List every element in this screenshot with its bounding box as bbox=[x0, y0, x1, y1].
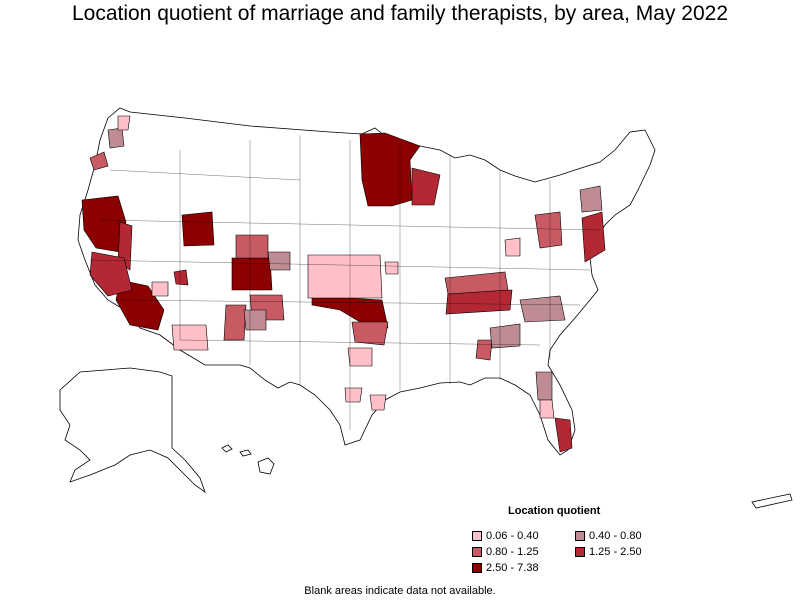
legend-title: Location quotient bbox=[508, 505, 601, 517]
region-georgia-central bbox=[475, 339, 493, 361]
region-pennsylvania-east bbox=[534, 211, 563, 249]
region-ohio bbox=[504, 237, 521, 257]
region-new-mexico-mid bbox=[243, 309, 267, 331]
footnote: Blank areas indicate data not available. bbox=[304, 585, 496, 597]
region-wisconsin bbox=[411, 167, 441, 206]
region-texas-east bbox=[347, 347, 373, 367]
legend-label-3: 0.80 - 1.25 bbox=[486, 546, 539, 558]
region-texas-central bbox=[344, 387, 363, 403]
region-kentucky bbox=[444, 271, 509, 295]
hawaii-island-2 bbox=[239, 449, 252, 457]
legend-swatch-2 bbox=[575, 531, 585, 541]
region-florida-north bbox=[535, 371, 553, 401]
legend-label-5: 2.50 - 7.38 bbox=[486, 562, 539, 574]
region-texas-coast bbox=[369, 394, 387, 411]
region-new-mexico-west bbox=[223, 304, 247, 341]
legend-swatch-1 bbox=[472, 531, 482, 541]
region-arizona-south bbox=[173, 269, 189, 286]
map-title: Location quotient of marriage and family… bbox=[71, 2, 729, 25]
legend-item-1: 0.06 - 0.40 bbox=[472, 530, 539, 542]
legend-label-2: 0.40 - 0.80 bbox=[589, 530, 642, 542]
region-new-york-east bbox=[579, 185, 603, 213]
hawaii-island-3 bbox=[257, 457, 275, 475]
region-utah-north bbox=[181, 211, 215, 247]
region-oregon-coast bbox=[89, 151, 109, 171]
region-nevada-south bbox=[151, 281, 169, 297]
region-south-florida bbox=[554, 417, 573, 453]
region-florida-central bbox=[539, 399, 555, 419]
legend-swatch-4 bbox=[575, 547, 585, 557]
region-washington-east bbox=[107, 127, 125, 149]
region-new-jersey bbox=[581, 211, 606, 263]
legend-item-5: 2.50 - 7.38 bbox=[472, 562, 539, 574]
region-central-valley bbox=[89, 251, 133, 297]
legend-item-3: 0.80 - 1.25 bbox=[472, 546, 539, 558]
region-western-colorado bbox=[235, 234, 269, 259]
legend-label-1: 0.06 - 0.40 bbox=[486, 530, 539, 542]
region-northeast-colorado bbox=[267, 251, 291, 271]
region-washington-north bbox=[117, 115, 131, 131]
legend-swatch-3 bbox=[472, 547, 482, 557]
alaska-outline bbox=[59, 367, 206, 494]
area-boundary-lines bbox=[89, 135, 601, 430]
legend-item-4: 1.25 - 2.50 bbox=[575, 546, 642, 558]
legend-item-2: 0.40 - 0.80 bbox=[575, 530, 642, 542]
legend-swatch-5 bbox=[472, 563, 482, 573]
region-kansas bbox=[307, 254, 383, 299]
legend-label-4: 1.25 - 2.50 bbox=[589, 546, 642, 558]
region-missouri-north bbox=[384, 261, 399, 275]
hawaii-island-1 bbox=[221, 444, 233, 453]
region-arizona-southeast bbox=[171, 324, 209, 351]
puerto-rico-outline bbox=[751, 493, 793, 509]
region-eastern-oklahoma bbox=[351, 321, 389, 346]
region-georgia-north bbox=[489, 323, 521, 349]
region-north-carolina bbox=[519, 295, 566, 323]
